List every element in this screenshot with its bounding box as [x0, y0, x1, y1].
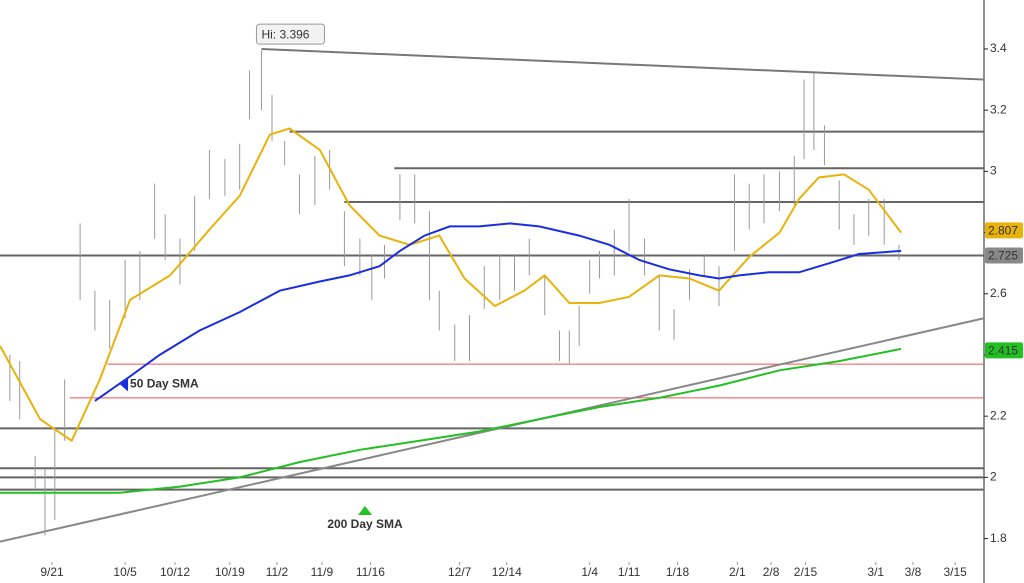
x-tick-label: 3/1	[867, 565, 884, 579]
x-tick-label: 2/1	[729, 565, 746, 579]
annotation-arrow	[358, 506, 372, 515]
moving-average-line	[94, 222, 902, 402]
price-tag	[985, 222, 1023, 239]
price-tag-label: 2.725	[988, 249, 1018, 263]
x-tick-label: 10/12	[160, 565, 190, 579]
series-annotation: 200 Day SMA	[327, 517, 403, 531]
x-tick-label: 3/8	[905, 565, 922, 579]
x-tick-label: 1/11	[618, 565, 641, 579]
annotation-arrow	[120, 377, 129, 392]
series-annotation: 50 Day SMA	[130, 377, 199, 391]
x-tick-label: 2/15	[794, 565, 818, 579]
x-tick-label: 12/7	[448, 565, 472, 579]
y-tick-label: 2	[990, 470, 997, 484]
x-tick-label: 2/8	[763, 565, 780, 579]
y-tick-label: 3.2	[990, 102, 1007, 116]
x-tick-label: 9/21	[40, 565, 64, 579]
x-tick-label: 1/18	[666, 565, 690, 579]
x-tick-label: 3/15	[944, 565, 968, 579]
y-tick-label: 2.2	[990, 408, 1007, 422]
y-tick-label: 1.8	[990, 531, 1007, 545]
x-tick-label: 11/2	[266, 565, 289, 579]
x-tick-label: 1/4	[581, 565, 598, 579]
price-tag-label: 2.415	[988, 344, 1018, 358]
x-tick-label: 11/9	[311, 565, 334, 579]
high-label-box	[255, 23, 325, 45]
trendline	[261, 47, 985, 81]
x-tick-label: 11/16	[356, 565, 385, 579]
price-tag-label: 2.807	[988, 224, 1018, 238]
moving-average-line	[0, 127, 902, 443]
y-tick-label: 2.6	[990, 286, 1007, 300]
y-tick-label: 3	[990, 164, 997, 178]
moving-average-line	[0, 347, 902, 494]
trendline	[0, 317, 985, 543]
price-tag	[985, 247, 1023, 264]
high-label: Hi: 3.396	[261, 27, 309, 41]
x-tick-label: 12/14	[492, 565, 522, 579]
price-tag	[985, 342, 1023, 359]
y-tick-label: 3.4	[990, 41, 1007, 55]
x-tick-label: 10/19	[215, 565, 245, 579]
x-tick-label: 10/5	[113, 565, 137, 579]
